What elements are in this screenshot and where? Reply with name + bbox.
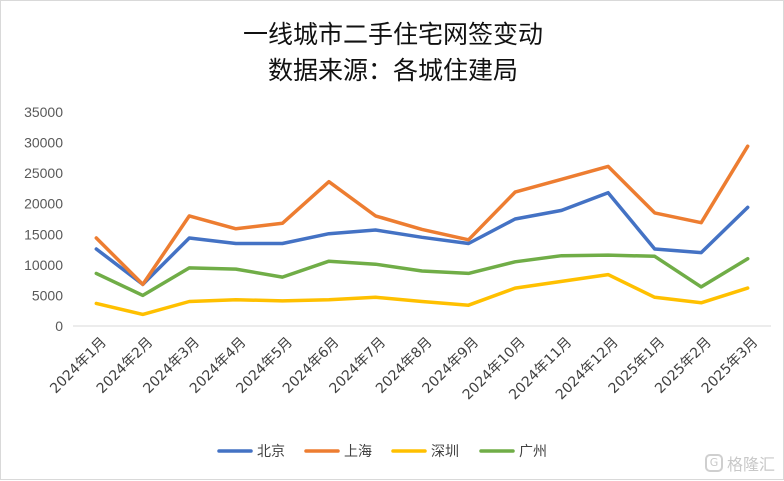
y-tick-label: 35000 — [24, 104, 63, 120]
series-line-广州 — [94, 253, 750, 298]
x-axis: 2024年1月2024年2月2024年3月2024年4月2024年5月2024年… — [47, 325, 771, 403]
y-tick-label: 30000 — [24, 135, 63, 151]
legend-label: 深圳 — [431, 444, 459, 460]
y-tick-label: 15000 — [24, 226, 63, 242]
y-tick-label: 20000 — [24, 196, 63, 212]
watermark-logo-icon: G — [704, 454, 723, 472]
chart-title: 一线城市二手住宅网签变动 — [242, 20, 543, 49]
watermark: G 格隆汇 — [704, 451, 775, 475]
series-line-北京 — [94, 190, 750, 287]
y-tick-label: 10000 — [24, 257, 63, 273]
series-layer — [94, 144, 750, 317]
y-tick-label: 25000 — [24, 165, 63, 181]
legend-label: 广州 — [519, 444, 547, 460]
chart-subtitle: 数据来源：各城住建局 — [267, 56, 518, 85]
legend-label: 北京 — [257, 444, 285, 460]
legend: 北京 上海 深圳 广州 — [217, 444, 547, 460]
y-tick-label: 0 — [55, 318, 63, 334]
y-axis: 0 5000 10000 15000 20000 25000 30000 35000 — [24, 104, 63, 334]
watermark-text: 格隆汇 — [726, 455, 775, 474]
legend-label: 上海 — [344, 444, 372, 460]
series-line-深圳 — [94, 272, 750, 317]
series-line-上海 — [94, 144, 750, 287]
y-tick-label: 5000 — [32, 287, 63, 303]
